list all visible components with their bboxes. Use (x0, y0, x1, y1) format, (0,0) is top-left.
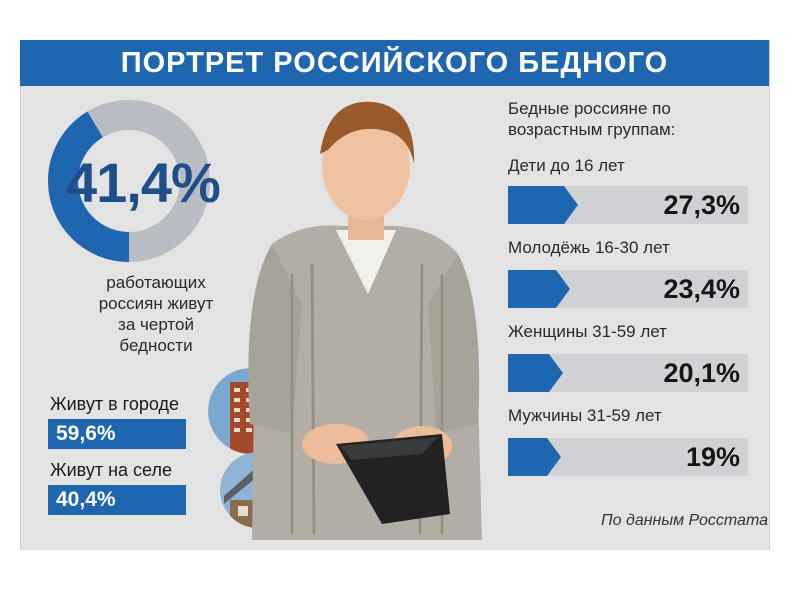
bar-value-label: 20,1% (663, 358, 740, 388)
working-poor-donut (48, 100, 210, 262)
young-man-with-wallet-photo (248, 101, 482, 540)
bar-category-label: Молодёжь 16-30 лет (508, 238, 670, 257)
city-label: Живут в городе (50, 394, 179, 414)
page-title: ПОРТРЕТ РОССИЙСКОГО БЕДНОГО (120, 47, 669, 79)
source-note: По данным Росстата (601, 512, 768, 529)
working-poor-value: 41,4% (66, 151, 221, 214)
village-label: Живут на селе (50, 460, 172, 480)
caption-line: россиян живут (98, 294, 214, 313)
bar-value-label: 27,3% (663, 190, 740, 220)
city-value: 59,6% (48, 419, 186, 449)
chart-title: Бедные россияне по возрастным группам: (508, 98, 758, 140)
bar-track: 23,4% (508, 270, 748, 308)
bar-value-label: 19% (685, 442, 740, 472)
bar-value-label: 23,4% (663, 274, 740, 304)
bar (508, 186, 564, 224)
bar-arrow-tip (547, 438, 561, 476)
bar (508, 438, 547, 476)
bar-arrow-tip (556, 270, 570, 308)
bar-category-label: Мужчины 31-59 лет (508, 406, 662, 425)
working-poor-caption: работающих россиян живут за чертой бедно… (56, 272, 256, 356)
bar-track: 20,1% (508, 354, 748, 392)
title-banner: ПОРТРЕТ РОССИЙСКОГО БЕДНОГО (20, 40, 769, 86)
bar-arrow-tip (564, 186, 578, 224)
bar-category-label: Дети до 16 лет (508, 156, 625, 175)
caption-line: бедности (119, 336, 193, 355)
bar (508, 270, 556, 308)
caption-line: работающих (106, 273, 206, 292)
caption-line: за чертой (118, 315, 194, 334)
donut-arc (48, 100, 210, 262)
chart-title-line: Бедные россияне по возрастным группам: (508, 99, 676, 139)
bar-track: 27,3% (508, 186, 748, 224)
village-value: 40,4% (48, 485, 186, 515)
bar-arrow-tip (549, 354, 563, 392)
bar-category-label: Женщины 31-59 лет (508, 322, 667, 341)
bar-track: 19% (508, 438, 748, 476)
bar (508, 354, 549, 392)
